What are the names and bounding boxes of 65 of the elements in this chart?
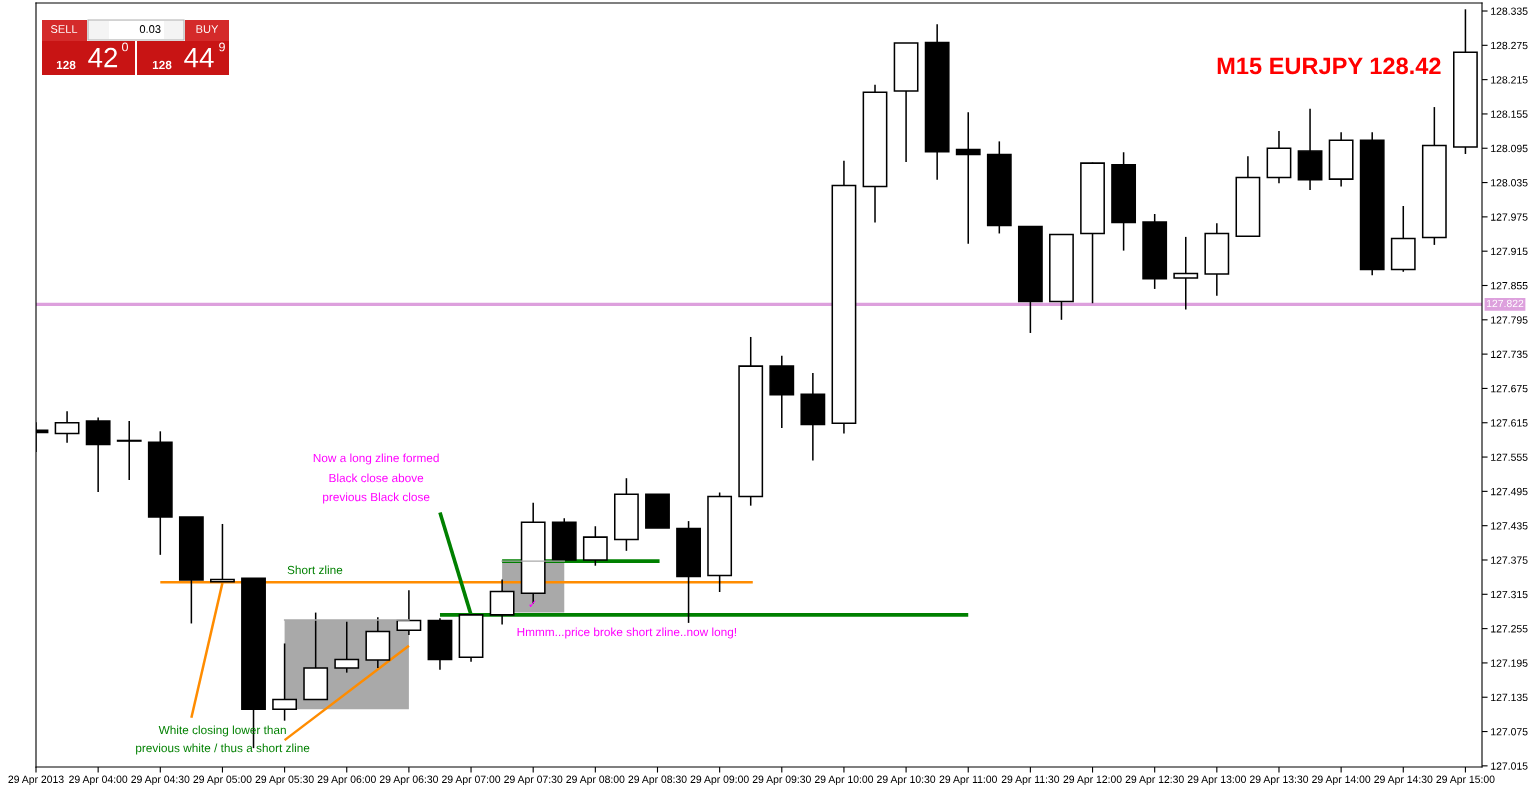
x-tick-label: 29 Apr 08:30: [628, 775, 687, 786]
x-tick-label: 29 Apr 05:00: [193, 775, 252, 786]
y-tick-label: 128.275: [1491, 41, 1528, 50]
x-tick-label: 29 Apr 14:00: [1312, 775, 1371, 786]
y-tick-label: 128.095: [1491, 144, 1528, 153]
annotation: Hmmm...price broke short zline..now long!: [517, 627, 736, 639]
y-tick-label: 127.615: [1491, 419, 1528, 427]
y-tick-label: 127.135: [1491, 693, 1528, 702]
x-tick-label: 29 Apr 08:00: [566, 775, 625, 786]
x-tick-label: 29 Apr 09:30: [752, 775, 811, 786]
text: M15 EURJPY 128.42: [1217, 57, 1441, 75]
annotation: 0.03: [139, 25, 161, 33]
x-tick-label: 29 Apr 11:30: [1001, 775, 1060, 786]
annotation: 0: [122, 42, 128, 52]
y-tick-label: 128.155: [1491, 110, 1528, 118]
x-tick-label: 29 Apr 07:00: [442, 775, 501, 786]
annotation: Now a long zline formed: [313, 453, 439, 465]
y-tick-label: 127.915: [1491, 247, 1528, 256]
y-tick-label: 127.975: [1491, 213, 1528, 221]
y-tick-label: 127.795: [1491, 316, 1528, 324]
y-tick-label: 127.735: [1491, 350, 1528, 358]
y-tick-label: 127.555: [1491, 453, 1528, 461]
y-tick-label: 128.335: [1491, 7, 1528, 15]
y-tick-label: 127.675: [1491, 384, 1528, 393]
annotation: ✓: [529, 600, 536, 607]
annotation: previous Black close: [323, 492, 430, 504]
y-tick-label: 127.195: [1491, 659, 1528, 667]
x-tick-label: 29 Apr 13:00: [1187, 775, 1246, 786]
annotation: BUY: [196, 25, 219, 33]
y-tick-label: 127.375: [1491, 556, 1528, 564]
y-tick-label: 127.075: [1491, 728, 1528, 736]
x-tick-label: 29 Apr 11:00: [939, 775, 997, 786]
y-tick-label: 127.015: [1491, 762, 1528, 770]
annotation: 44: [184, 48, 214, 68]
y-tick-label: 127.435: [1491, 522, 1528, 530]
annotation: 42: [88, 47, 118, 68]
y-tick-label: 128.035: [1491, 179, 1528, 187]
annotation: previous white / thus a short zline: [136, 743, 310, 755]
y-tick-label: 128.215: [1491, 76, 1528, 84]
ref-line-label: 127.822: [1486, 299, 1524, 308]
x-tick-label: 29 Apr 06:30: [379, 775, 439, 786]
annotation: SELL: [50, 25, 78, 33]
x-tick-label: 29 Apr 04:00: [69, 775, 128, 786]
x-tick-label: 29 Apr 14:30: [1374, 775, 1433, 786]
x-tick-label: 29 Apr 12:30: [1125, 775, 1184, 786]
annotation: 128: [56, 60, 76, 70]
x-tick-label: 29 Apr 13:30: [1249, 775, 1309, 786]
x-tick-label: 29 Apr 2013: [8, 775, 64, 786]
x-tick-label: 29 Apr 10:00: [814, 775, 874, 786]
x-tick-label: 29 Apr 10:30: [877, 775, 936, 786]
annotation: Black close above: [329, 473, 424, 483]
x-tick-label: 29 Apr 12:00: [1063, 775, 1122, 786]
annotation: 128: [152, 60, 172, 70]
annotation: 9: [219, 42, 225, 52]
y-tick-label: 127.495: [1491, 487, 1528, 496]
x-tick-label: 29 Apr 05:30: [255, 775, 314, 786]
annotation: Short zline: [287, 565, 343, 575]
y-tick-label: 127.315: [1491, 590, 1528, 599]
x-tick-label: 29 Apr 06:00: [317, 775, 376, 786]
x-tick-label: 29 Apr 15:00: [1436, 775, 1495, 786]
x-tick-label: 29 Apr 09:00: [690, 775, 749, 786]
y-tick-label: 127.855: [1491, 282, 1528, 290]
x-tick-label: 29 Apr 04:30: [131, 775, 190, 786]
y-tick-label: 127.255: [1491, 625, 1528, 633]
x-tick-label: 29 Apr 07:30: [504, 775, 563, 786]
